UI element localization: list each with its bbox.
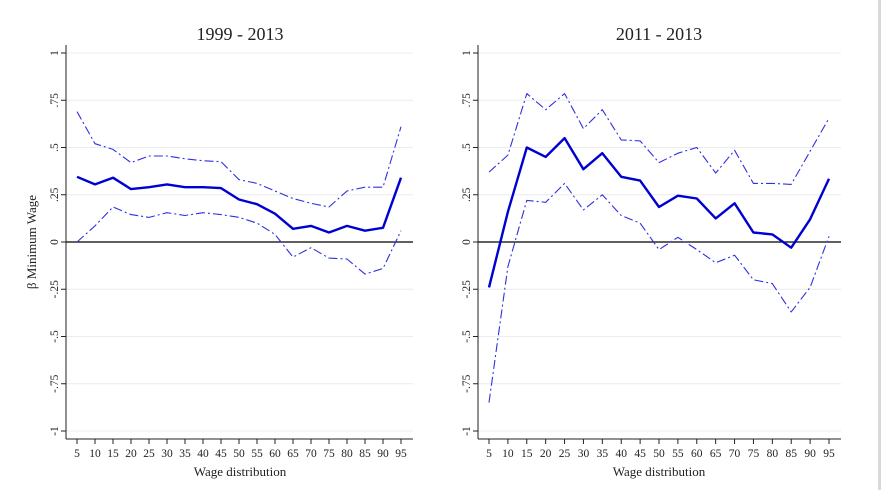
x-tick-label: 25 — [143, 448, 155, 460]
y-tick-label: .5 — [461, 143, 473, 152]
x-tick-label: 85 — [785, 448, 797, 460]
x-tick-label: 10 — [89, 448, 101, 460]
chart-panel-2011-2013: 2011 - 2013 Wage distribution 1 .75 .5 .25 0… — [461, 24, 841, 479]
y-tick-label: 1 — [461, 50, 473, 56]
x-tick-label: 35 — [179, 448, 191, 460]
series-line-lower — [488, 182, 830, 403]
x-tick-label: 85 — [359, 448, 371, 460]
x-tick-label: 25 — [559, 448, 571, 460]
y-tick-label: -.5 — [49, 330, 61, 343]
y-tick-label: .25 — [49, 187, 61, 202]
x-tick-label: 20 — [125, 448, 137, 460]
series-line-estimate — [76, 175, 403, 234]
x-tick-label: 55 — [672, 448, 684, 460]
x-tick-label: 55 — [251, 448, 263, 460]
x-tick-label: 40 — [615, 448, 627, 460]
y-tick-label: -.25 — [49, 280, 61, 298]
y-tick-label: 0 — [49, 239, 61, 245]
y-tick-label: -.75 — [461, 374, 473, 392]
x-tick-label: 30 — [161, 448, 173, 460]
x-tick-label: 90 — [377, 448, 389, 460]
y-tick-label: .75 — [49, 93, 61, 108]
y-tick-label: .5 — [49, 143, 61, 152]
x-tick-label: 5 — [486, 448, 492, 460]
x-tick-label: 80 — [767, 448, 779, 460]
chart-title: 1999 - 2013 — [197, 24, 284, 44]
x-tick-label: 70 — [305, 448, 317, 460]
y-tick-label: -.25 — [461, 280, 473, 298]
x-tick-label: 40 — [197, 448, 209, 460]
x-tick-label: 75 — [323, 448, 335, 460]
y-tick-label: .75 — [461, 93, 473, 108]
y-tick-label: -.5 — [461, 330, 473, 343]
x-tick-label: 15 — [521, 448, 533, 460]
x-tick-label: 90 — [804, 448, 816, 460]
x-tick-label: 45 — [215, 448, 227, 460]
x-tick-label: 45 — [634, 448, 646, 460]
x-tick-label: 60 — [269, 448, 281, 460]
x-tick-label: 80 — [341, 448, 353, 460]
x-tick-label: 50 — [653, 448, 665, 460]
x-tick-label: 65 — [287, 448, 299, 460]
y-tick-label: 1 — [49, 50, 61, 56]
x-tick-label: 30 — [578, 448, 590, 460]
x-tick-label: 65 — [710, 448, 722, 460]
x-tick-label: 10 — [502, 448, 514, 460]
y-tick-label: .25 — [461, 187, 473, 202]
x-tick-label: 5 — [74, 448, 80, 460]
series-line-upper — [76, 111, 402, 208]
x-tick-label: 15 — [107, 448, 119, 460]
x-tick-label: 95 — [823, 448, 835, 460]
series-line-upper — [488, 93, 830, 185]
x-axis-label: Wage distribution — [613, 464, 706, 479]
x-tick-label: 20 — [540, 448, 552, 460]
series-line-lower — [76, 206, 402, 275]
y-tick-label: -1 — [49, 426, 61, 436]
x-tick-label: 50 — [233, 448, 245, 460]
y-tick-label: -1 — [461, 426, 473, 436]
x-tick-label: 35 — [597, 448, 609, 460]
window-edge — [878, 0, 881, 490]
chart-title: 2011 - 2013 — [616, 24, 702, 44]
y-tick-label: -.75 — [49, 374, 61, 392]
x-tick-label: 60 — [691, 448, 703, 460]
x-tick-label: 70 — [729, 448, 741, 460]
x-tick-label: 75 — [748, 448, 760, 460]
series-line-estimate — [487, 136, 831, 288]
x-axis-label: Wage distribution — [194, 464, 287, 479]
chart-panel-1999-2013: 1999 - 2013 Wage distribution β Minimum … — [24, 24, 413, 479]
x-tick-label: 95 — [395, 448, 407, 460]
y-tick-label: 0 — [461, 239, 473, 245]
y-axis-label: β Minimum Wage — [24, 195, 39, 289]
